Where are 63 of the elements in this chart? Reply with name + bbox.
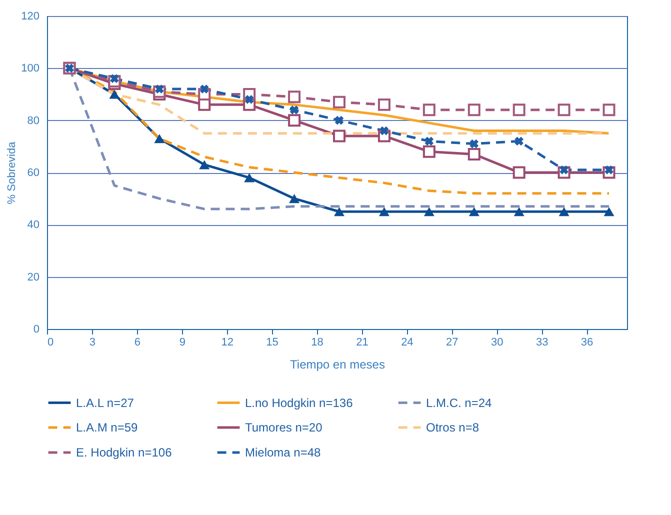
point bbox=[424, 207, 434, 216]
y-tick-label: 120 bbox=[21, 10, 40, 22]
point bbox=[334, 207, 344, 216]
point bbox=[424, 136, 434, 146]
y-axis-title: % Sobrevida bbox=[6, 140, 18, 204]
point bbox=[514, 136, 524, 146]
point bbox=[288, 90, 301, 104]
x-tick-label: 21 bbox=[356, 336, 368, 348]
point bbox=[378, 98, 390, 111]
legend-label: Tumores n=20 bbox=[245, 420, 323, 434]
x-tick-label: 9 bbox=[179, 336, 186, 348]
point bbox=[244, 95, 254, 104]
x-tick-label: 27 bbox=[446, 336, 458, 348]
point bbox=[380, 126, 389, 136]
point bbox=[604, 207, 614, 216]
point bbox=[602, 104, 616, 116]
x-tick-label: 33 bbox=[536, 336, 548, 348]
legend-label: Otros n=8 bbox=[426, 420, 480, 434]
x-tick-label: 12 bbox=[221, 336, 234, 348]
point bbox=[422, 145, 436, 158]
point bbox=[289, 194, 300, 204]
x-axis-title: Tiempo en meses bbox=[290, 358, 385, 372]
x-tick-label: 0 bbox=[48, 336, 54, 348]
x-tick-label: 30 bbox=[490, 336, 504, 348]
y-tick-label: 80 bbox=[27, 114, 40, 127]
point bbox=[378, 207, 390, 216]
y-tick-label: 40 bbox=[27, 219, 40, 232]
legend-label: L.no Hodgkin n=136 bbox=[245, 396, 354, 410]
x-tick-label: 6 bbox=[134, 336, 140, 348]
point bbox=[468, 104, 480, 116]
x-tick-label: 24 bbox=[401, 336, 414, 348]
point bbox=[200, 84, 209, 94]
x-tick-label: 18 bbox=[311, 336, 324, 348]
point bbox=[468, 148, 480, 160]
y-tick-label: 0 bbox=[33, 324, 40, 336]
point bbox=[109, 90, 120, 99]
legend-label: L.A.M n=59 bbox=[76, 420, 138, 434]
point bbox=[470, 139, 479, 148]
point bbox=[512, 104, 526, 116]
point bbox=[558, 104, 570, 116]
point bbox=[244, 173, 255, 182]
y-tick-label: 20 bbox=[27, 271, 40, 284]
x-tick-label: 15 bbox=[266, 336, 278, 348]
point bbox=[290, 105, 299, 114]
point bbox=[288, 114, 301, 127]
point bbox=[333, 130, 346, 142]
point bbox=[468, 207, 480, 216]
point bbox=[422, 104, 436, 116]
point bbox=[333, 96, 346, 108]
legend-label: L.M.C. n=24 bbox=[426, 396, 492, 410]
point bbox=[154, 134, 165, 144]
point bbox=[199, 160, 210, 170]
point bbox=[334, 116, 344, 125]
point bbox=[558, 207, 570, 216]
x-tick-label: 3 bbox=[89, 336, 96, 348]
legend-label: E. Hodgkin n=106 bbox=[76, 446, 172, 460]
x-tick-label: 36 bbox=[580, 336, 594, 348]
point bbox=[514, 207, 524, 216]
legend-label: Mieloma n=48 bbox=[245, 446, 322, 460]
point bbox=[512, 166, 526, 179]
y-tick-label: 60 bbox=[27, 167, 40, 179]
legend-label: L.A.L n=27 bbox=[76, 396, 134, 410]
y-tick-label: 100 bbox=[21, 62, 40, 75]
